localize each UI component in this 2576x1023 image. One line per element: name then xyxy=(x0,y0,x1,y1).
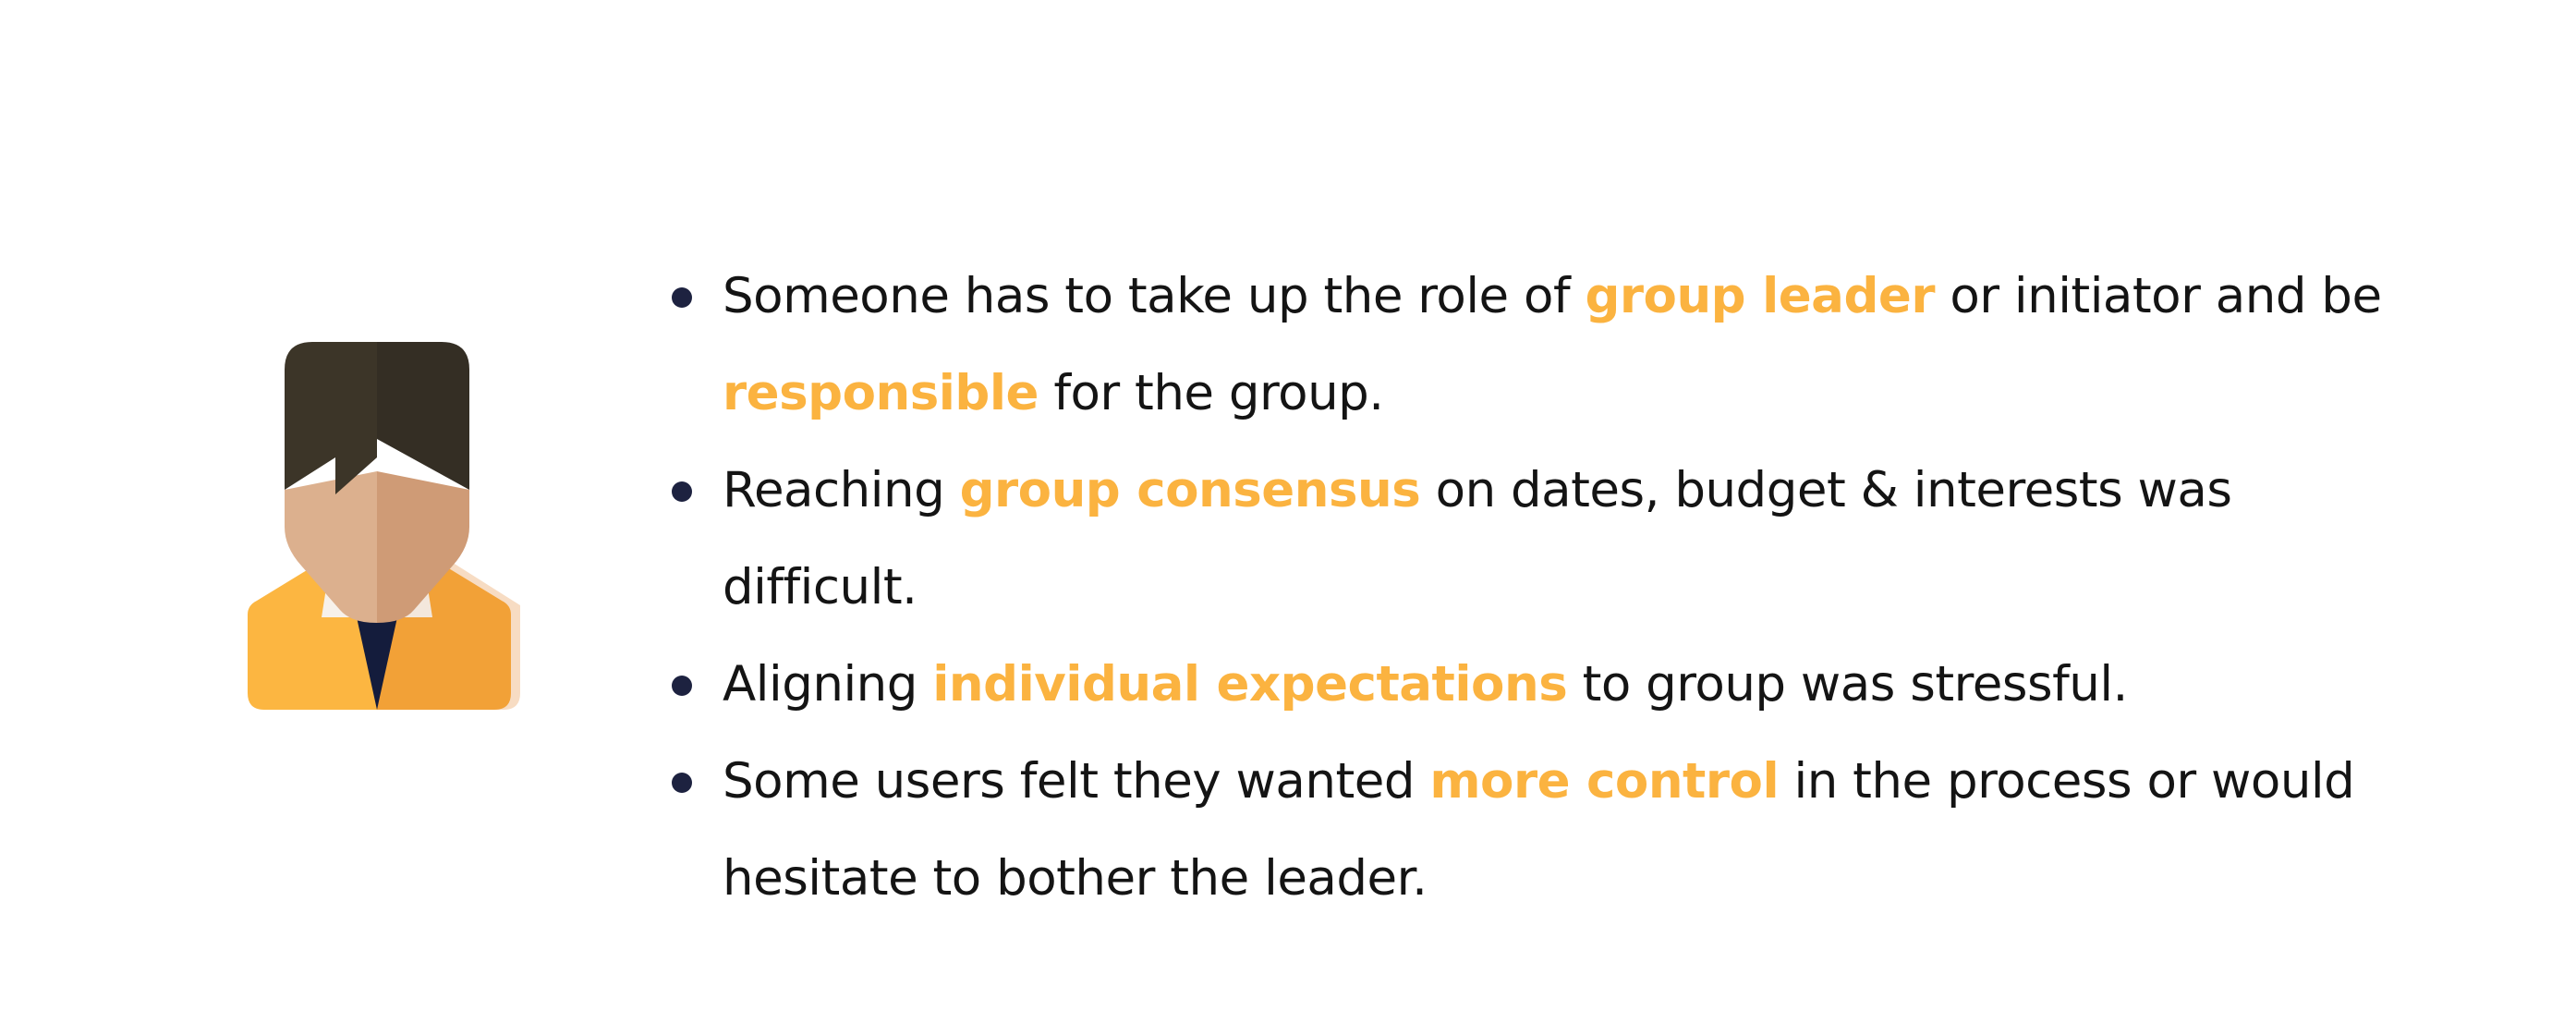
bullet-dot xyxy=(672,676,692,696)
person-avatar-icon xyxy=(248,342,520,710)
bullet-text: on dates, budget & interests was difficu… xyxy=(723,462,2232,615)
bullet-text: Aligning xyxy=(723,656,933,712)
list-item: Someone has to take up the role of group… xyxy=(665,248,2421,442)
bullet-text: or initiator and be xyxy=(1934,268,2382,324)
bullet-text: for the group. xyxy=(1038,365,1384,421)
bullet-text: Reaching xyxy=(723,462,960,518)
bullet-dot xyxy=(672,287,692,308)
bullet-text: to group was stressful. xyxy=(1567,656,2129,712)
highlight-text: individual expectations xyxy=(932,656,1568,712)
highlight-text: responsible xyxy=(723,365,1039,421)
list-item: Some users felt they wanted more control… xyxy=(665,733,2421,927)
list-item: Reaching group consensus on dates, budge… xyxy=(665,442,2421,636)
highlight-text: more control xyxy=(1429,753,1780,810)
pain-points-list: Someone has to take up the role of group… xyxy=(665,248,2421,927)
bullet-text: Some users felt they wanted xyxy=(723,753,1430,810)
bullet-dot xyxy=(672,773,692,793)
bullet-text: in the process or would hesitate to both… xyxy=(723,753,2355,907)
list-item: Aligning individual expectations to grou… xyxy=(665,636,2421,733)
bullet-text: Someone has to take up the role of xyxy=(723,268,1586,324)
bullet-dot xyxy=(672,481,692,502)
highlight-text: group leader xyxy=(1585,268,1935,324)
highlight-text: group consensus xyxy=(959,462,1421,518)
